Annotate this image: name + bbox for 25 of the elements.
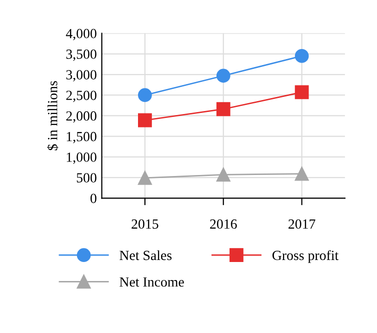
y-tick-label: 4,000 <box>66 28 96 40</box>
y-tick-label: 1,500 <box>66 132 96 144</box>
y-tick-label: 500 <box>76 173 96 182</box>
x-tick-label: 2015 <box>132 219 158 229</box>
point <box>216 68 230 83</box>
legend-label: Gross profit <box>272 250 339 263</box>
x-tick-label: 2016 <box>210 219 237 229</box>
point <box>294 85 309 100</box>
y-tick-label: 2,000 <box>66 111 96 123</box>
legend-label: Net Sales <box>120 250 172 260</box>
point <box>216 102 230 116</box>
point <box>294 166 309 181</box>
y-tick-label: 0 <box>90 194 96 204</box>
point <box>138 88 152 102</box>
point <box>216 168 230 182</box>
y-axis-title: $ in millions <box>47 81 58 150</box>
y-tick-label: 1,000 <box>66 152 96 164</box>
y-tick-label: 3,000 <box>66 70 96 82</box>
x-tick-label: 2017 <box>288 219 316 229</box>
legend-label: Net Income <box>120 277 184 287</box>
point <box>138 113 152 128</box>
y-tick-label: 3,500 <box>66 49 96 61</box>
y-tick-label: 2,500 <box>66 90 96 102</box>
point <box>294 49 309 63</box>
point <box>138 171 152 185</box>
